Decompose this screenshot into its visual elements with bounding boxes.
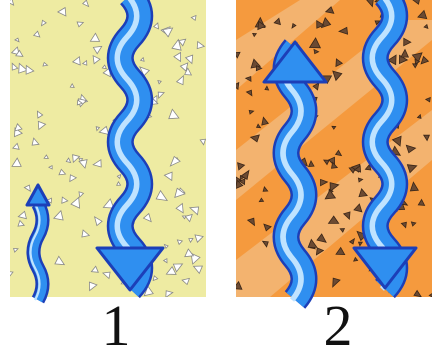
panel-1-label: 1 [102,293,131,356]
panel-2-label: 2 [324,293,353,356]
illustration: 1 2 [0,0,436,356]
pebble [233,83,239,90]
